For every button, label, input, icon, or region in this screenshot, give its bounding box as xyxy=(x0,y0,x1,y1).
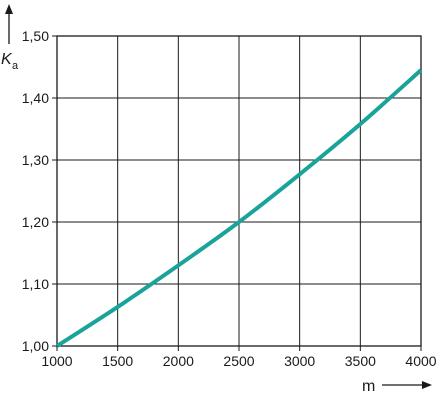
x-axis-arrow-head xyxy=(422,381,432,389)
y-tick-label: 1,20 xyxy=(22,214,49,230)
series-line xyxy=(55,68,423,348)
grid xyxy=(56,35,422,347)
y-axis-arrow-head xyxy=(5,4,13,14)
x-tick-label: 2000 xyxy=(163,353,194,369)
y-axis-label-sub: a xyxy=(12,60,19,72)
x-tick-label: 1000 xyxy=(41,353,72,369)
y-axis-label-main: K xyxy=(1,51,13,68)
x-tick-label: 2500 xyxy=(223,353,254,369)
x-tick-label: 3500 xyxy=(345,353,376,369)
x-tick-label: 3000 xyxy=(284,353,315,369)
x-axis-ticks: 1000 1500 2000 2500 3000 3500 4000 xyxy=(41,346,437,369)
y-tick-label: 1,10 xyxy=(22,276,49,292)
y-axis-label: K a xyxy=(1,4,19,72)
y-tick-label: 1,00 xyxy=(22,338,49,354)
y-tick-label: 1,30 xyxy=(22,152,49,168)
x-tick-label: 1500 xyxy=(102,353,133,369)
x-axis-label: m xyxy=(362,378,432,395)
x-tick-label: 4000 xyxy=(405,353,436,369)
x-axis-label-text: m xyxy=(362,378,375,395)
y-tick-label: 1,40 xyxy=(22,90,49,106)
y-axis-ticks: 1,00 1,10 1,20 1,30 1,40 1,50 xyxy=(22,28,57,354)
y-tick-label: 1,50 xyxy=(22,28,49,44)
